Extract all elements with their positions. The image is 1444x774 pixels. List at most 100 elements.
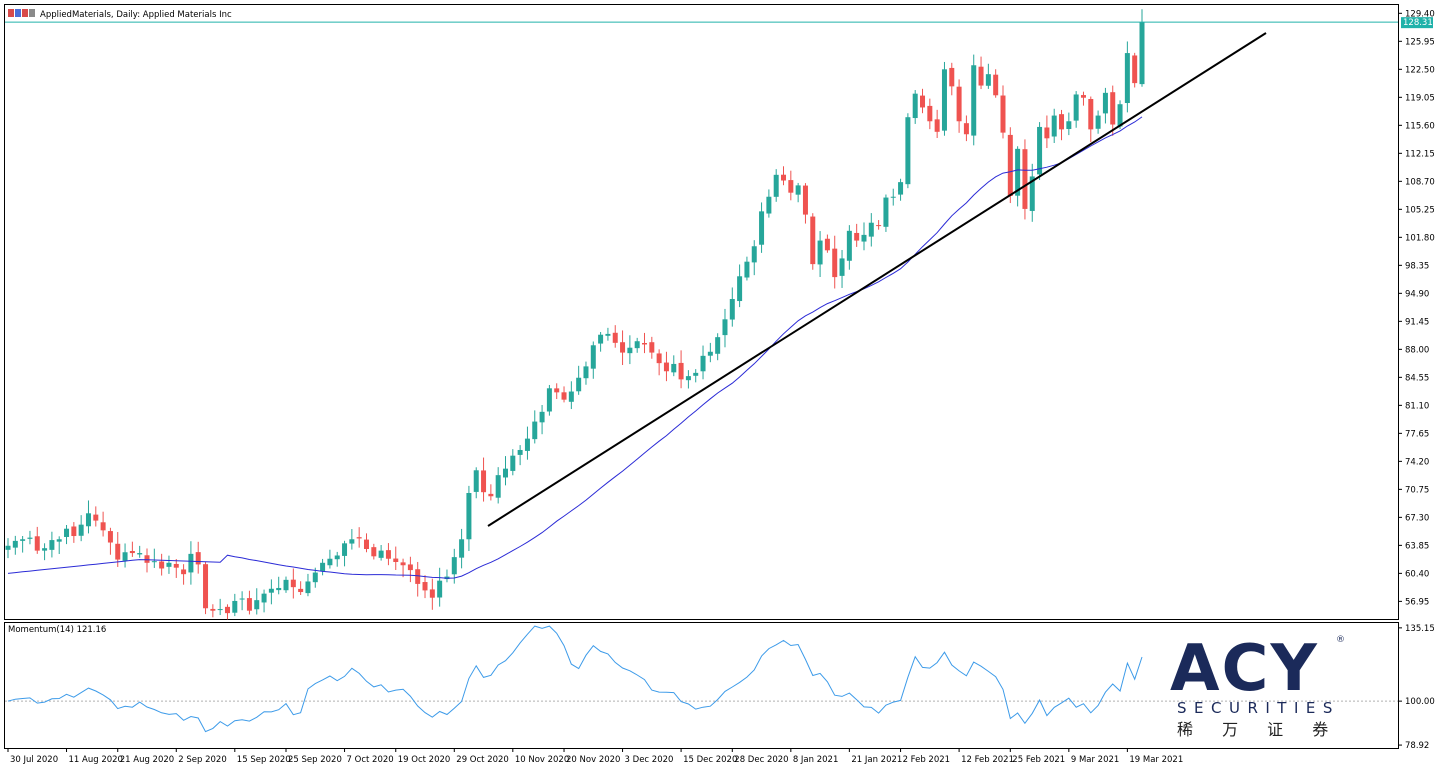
- candle: [246, 590, 252, 615]
- date-tick-label: 30 Jul 2020: [10, 755, 58, 765]
- candle: [232, 593, 238, 617]
- candle: [554, 383, 560, 400]
- candle: [1102, 87, 1108, 124]
- candle: [532, 410, 538, 444]
- candle: [393, 546, 399, 571]
- price-tick-label: 74.20: [1405, 457, 1429, 467]
- candle: [978, 56, 984, 90]
- candle: [181, 564, 187, 585]
- candle: [195, 541, 201, 574]
- price-tick-label: 94.90: [1405, 289, 1429, 299]
- candle: [85, 500, 91, 534]
- watermark-brand: ACY: [1170, 632, 1319, 706]
- momentum-tick-label: 78.92: [1405, 741, 1429, 751]
- candle: [766, 189, 772, 218]
- price-tick-label: 108.70: [1405, 177, 1435, 187]
- candle: [254, 588, 260, 615]
- candle: [876, 220, 882, 230]
- candle: [20, 536, 26, 553]
- watermark-sub: SECURITIES: [1177, 699, 1340, 717]
- candle: [261, 589, 267, 613]
- price-tick-label: 105.25: [1405, 205, 1435, 215]
- candle: [239, 591, 245, 611]
- candle: [363, 533, 369, 553]
- candle: [824, 234, 830, 253]
- candle: [854, 223, 860, 247]
- candle: [802, 183, 808, 224]
- candle: [56, 536, 62, 555]
- candle: [956, 79, 962, 133]
- price-tick-label: 70.75: [1405, 485, 1429, 495]
- candle: [700, 345, 706, 380]
- candle: [334, 551, 340, 567]
- candle: [671, 355, 677, 377]
- date-tick-label: 9 Mar 2021: [1071, 755, 1119, 765]
- candle: [217, 598, 223, 616]
- watermark-registered: ®: [1336, 635, 1345, 645]
- candle: [466, 485, 472, 552]
- candle: [283, 576, 289, 593]
- price-tick-label: 112.15: [1405, 149, 1435, 159]
- candle: [868, 213, 874, 247]
- candle: [729, 287, 735, 327]
- candle: [905, 113, 911, 189]
- candle: [788, 170, 794, 201]
- candle: [400, 558, 406, 578]
- indicator-frame: [4, 622, 1399, 749]
- candle: [429, 578, 435, 610]
- candle: [349, 529, 355, 550]
- price-tick-label: 84.55: [1405, 373, 1429, 383]
- price-tick-label: 67.30: [1405, 513, 1429, 523]
- candle: [561, 386, 567, 403]
- trendline[interactable]: [487, 32, 1267, 527]
- date-tick-label: 25 Sep 2020: [288, 755, 342, 765]
- date-tick-label: 25 Feb 2021: [1012, 755, 1065, 765]
- candle: [627, 335, 633, 365]
- candle: [1044, 115, 1050, 149]
- candle: [378, 544, 384, 561]
- candle: [839, 249, 845, 288]
- candle: [1124, 41, 1130, 113]
- date-tick-label: 15 Dec 2020: [683, 755, 737, 765]
- price-tick-label: 125.95: [1405, 37, 1435, 47]
- candle: [5, 538, 11, 559]
- candle: [898, 178, 904, 201]
- candle: [737, 264, 743, 308]
- price-tick-label: 101.80: [1405, 233, 1435, 243]
- price-tick-label: 115.60: [1405, 121, 1435, 131]
- date-tick-label: 29 Oct 2020: [456, 755, 509, 765]
- candle: [342, 540, 348, 567]
- candle: [920, 88, 926, 114]
- candle: [1088, 96, 1094, 143]
- candle: [1132, 52, 1138, 88]
- candle: [795, 182, 801, 203]
- candle: [1007, 127, 1013, 204]
- price-tick-label: 119.05: [1405, 93, 1435, 103]
- candle: [459, 528, 465, 569]
- date-tick-label: 10 Nov 2020: [515, 755, 569, 765]
- candle: [890, 188, 896, 206]
- candle: [722, 308, 728, 348]
- momentum-line: [7, 625, 1143, 733]
- date-tick-label: 2 Sep 2020: [178, 755, 226, 765]
- candle: [129, 541, 135, 557]
- candle: [320, 558, 326, 576]
- candle: [78, 515, 84, 542]
- acy-watermark: ACY ® SECURITIES 稀 万 证 券: [1170, 632, 1345, 739]
- candle: [927, 98, 933, 130]
- date-tick-label: 11 Aug 2020: [69, 755, 123, 765]
- momentum-axis: 135.15 100.00 78.92: [1398, 624, 1435, 751]
- date-tick-label: 15 Sep 2020: [237, 755, 291, 765]
- candle: [810, 213, 816, 270]
- candle: [993, 69, 999, 98]
- candle: [524, 426, 530, 460]
- candle: [407, 556, 413, 583]
- candle: [1066, 112, 1072, 136]
- candle: [1080, 91, 1086, 106]
- watermark-chinese: 稀 万 证 券: [1177, 720, 1340, 739]
- candle: [488, 484, 494, 501]
- date-tick-label: 28 Dec 2020: [734, 755, 788, 765]
- price-tick-label: 63.85: [1405, 541, 1429, 551]
